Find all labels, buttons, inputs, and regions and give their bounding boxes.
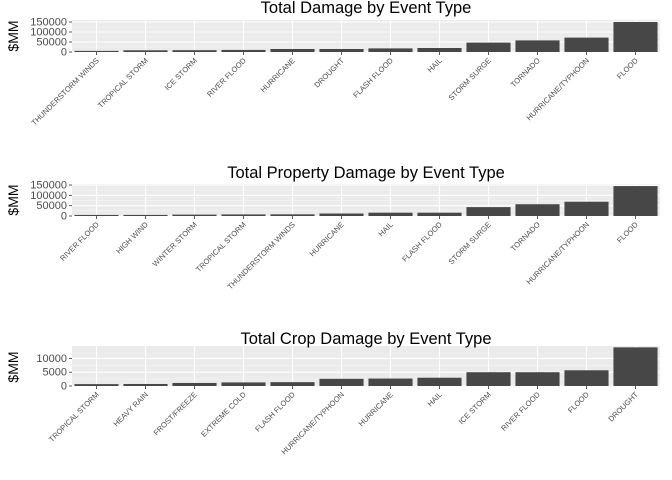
- y-axis-label: $MM: [5, 351, 21, 382]
- bar-hail: [417, 377, 462, 386]
- x-tick-label: ICE STORM: [457, 390, 493, 426]
- x-tick-label: THUNDERSTORM WINDS: [30, 56, 101, 127]
- bar-hurricane: [270, 49, 315, 52]
- bar-tropical-storm: [221, 214, 266, 216]
- bar-tornado: [515, 40, 560, 52]
- bar-hail: [417, 48, 462, 52]
- x-tick-label: EXTREME COLD: [199, 390, 248, 439]
- x-tick-label: HEAVY RAIN: [112, 390, 150, 428]
- bar-flash-flood: [368, 48, 413, 52]
- bar-thunderstorm-winds: [74, 50, 119, 52]
- x-tick-label: TORNADO: [509, 56, 542, 89]
- x-tick-label: HURRICANE: [357, 390, 395, 428]
- chart-title: Total Crop Damage by Event Type: [241, 330, 492, 348]
- bar-frost-freeze: [172, 382, 217, 386]
- x-tick-label: FLOOD: [615, 56, 640, 81]
- x-tick-label: ICE STORM: [163, 56, 199, 92]
- plot-panel: [72, 20, 660, 52]
- x-tick-label: FLASH FLOOD: [351, 56, 395, 100]
- bar-ice-storm: [172, 50, 217, 52]
- x-tick-label: TROPICAL STORM: [96, 56, 150, 110]
- x-tick-label: STORM SURGE: [447, 56, 493, 102]
- x-tick-label: HIGH WIND: [114, 220, 150, 256]
- y-tick-label: 50000: [36, 200, 67, 212]
- x-tick-label: HURRICANE: [259, 56, 297, 94]
- bar-flash-flood: [417, 212, 462, 216]
- bar-hail: [368, 212, 413, 216]
- bar-river-flood: [221, 49, 266, 52]
- x-tick-label: FLASH FLOOD: [253, 390, 297, 434]
- x-tick-label: HAIL: [426, 56, 444, 74]
- y-tick-label: 10000: [36, 353, 67, 365]
- bar-hurricane-typhoon: [564, 201, 609, 216]
- bar-extreme-cold: [221, 382, 266, 386]
- bar-flood: [613, 22, 658, 52]
- y-axis-label: $MM: [5, 184, 21, 215]
- bar-tropical-storm: [74, 384, 119, 386]
- chart-title: Total Damage by Event Type: [261, 0, 472, 17]
- y-tick-label: 50000: [36, 37, 67, 49]
- y-tick-label: 100000: [30, 190, 67, 202]
- x-tick-label: TROPICAL STORM: [47, 390, 101, 444]
- bar-drought: [613, 347, 658, 386]
- y-tick-label: 150000: [30, 17, 67, 29]
- x-tick-label: DROUGHT: [312, 56, 346, 90]
- bar-flash-flood: [270, 382, 315, 386]
- bar-flood: [564, 370, 609, 386]
- x-tick-label: RIVER FLOOD: [205, 56, 248, 99]
- y-tick-label: 0: [61, 381, 67, 393]
- bar-storm-surge: [466, 42, 511, 52]
- bar-thunderstorm-winds: [270, 214, 315, 216]
- y-tick-label: 0: [61, 47, 67, 59]
- chart-panel-3: 0 5000 10000 TROPICAL STORM HEAVY RAIN FROST/…: [5, 330, 660, 456]
- bar-storm-surge: [466, 207, 511, 216]
- y-tick-label: 0: [61, 211, 67, 223]
- bar-hurricane: [368, 378, 413, 386]
- x-tick-label: HAIL: [426, 390, 444, 408]
- x-tick-label: FLOOD: [566, 390, 591, 415]
- x-tick-label: RIVER FLOOD: [58, 220, 101, 263]
- bar-ice-storm: [466, 372, 511, 386]
- bar-hurricane-typhoon: [564, 37, 609, 52]
- x-tick-label: TORNADO: [509, 220, 542, 253]
- bar-winter-storm: [172, 214, 217, 216]
- bar-tropical-storm: [123, 50, 168, 52]
- x-tick-label: RIVER FLOOD: [499, 390, 542, 433]
- y-tick-label: 5000: [43, 367, 67, 379]
- bar-heavy-rain: [123, 383, 168, 386]
- y-tick-label: 100000: [30, 27, 67, 39]
- x-tick-label: TROPICAL STORM: [194, 220, 248, 274]
- y-axis-label: $MM: [5, 20, 21, 51]
- x-tick-label: HAIL: [377, 220, 395, 238]
- chart-title: Total Property Damage by Event Type: [227, 164, 505, 182]
- x-tick-label: WINTER STORM: [151, 220, 199, 268]
- x-tick-label: FLOOD: [615, 220, 640, 245]
- bar-river-flood: [515, 372, 560, 386]
- x-tick-label: FLASH FLOOD: [400, 220, 444, 264]
- x-tick-label: HURRICANE: [308, 220, 346, 258]
- bar-hurricane: [319, 213, 364, 216]
- bar-river-flood: [74, 214, 119, 216]
- x-tick-label: DROUGHT: [606, 390, 640, 424]
- x-tick-label: STORM SURGE: [447, 220, 493, 266]
- bar-drought: [319, 49, 364, 52]
- bar-flood: [613, 186, 658, 216]
- y-tick-label: 150000: [30, 180, 67, 192]
- bar-tornado: [515, 204, 560, 216]
- x-tick-label: FROST/FREEZE: [152, 390, 199, 437]
- bar-hurricane-typhoon: [319, 378, 364, 386]
- bar-high-wind: [123, 214, 168, 216]
